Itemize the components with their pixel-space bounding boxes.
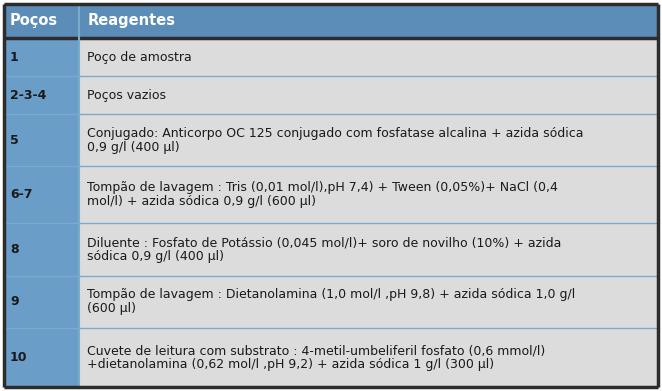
Text: Tompão de lavagem : Dietanolamina (1,0 mol/l ,pH 9,8) + azida sódica 1,0 g/l: Tompão de lavagem : Dietanolamina (1,0 m… [87, 289, 575, 301]
Bar [4, 114, 79, 167]
Text: Poços vazios: Poços vazios [87, 88, 166, 102]
Text: 9: 9 [10, 295, 19, 308]
Text: sódica 0,9 g/l (400 μl): sódica 0,9 g/l (400 μl) [87, 250, 224, 263]
Text: Conjugado: Anticorpo OC 125 conjugado com fosfatase alcalina + azida sódica: Conjugado: Anticorpo OC 125 conjugado co… [87, 127, 584, 140]
Text: 10: 10 [10, 351, 28, 364]
Text: Reagentes: Reagentes [87, 14, 175, 29]
Bar [79, 328, 658, 387]
Text: Poços: Poços [10, 14, 58, 29]
Text: Poço de amostra: Poço de amostra [87, 50, 192, 63]
Bar [4, 276, 79, 328]
Text: 2-3-4: 2-3-4 [10, 88, 46, 102]
Text: Diluente : Fosfato de Potássio (0,045 mol/l)+ soro de novilho (10%) + azida: Diluente : Fosfato de Potássio (0,045 mo… [87, 236, 561, 249]
Bar [4, 38, 79, 76]
Bar [79, 76, 658, 114]
Bar [79, 167, 658, 223]
Text: mol/l) + azida sódica 0,9 g/l (600 μl): mol/l) + azida sódica 0,9 g/l (600 μl) [87, 196, 316, 208]
Text: 1: 1 [10, 50, 19, 63]
Bar [4, 4, 658, 38]
Bar [79, 38, 658, 76]
Bar [4, 167, 79, 223]
Bar [4, 223, 79, 276]
Text: Cuvete de leitura com substrato : 4-metil-umbeliferil fosfato (0,6 mmol/l): Cuvete de leitura com substrato : 4-meti… [87, 344, 545, 357]
Text: +dietanolamina (0,62 mol/l ,pH 9,2) + azida sódica 1 g/l (300 μl): +dietanolamina (0,62 mol/l ,pH 9,2) + az… [87, 358, 495, 371]
Bar [79, 223, 658, 276]
Bar [79, 276, 658, 328]
Text: Tompão de lavagem : Tris (0,01 mol/l),pH 7,4) + Tween (0,05%)+ NaCl (0,4: Tompão de lavagem : Tris (0,01 mol/l),pH… [87, 181, 558, 194]
Text: 0,9 g/l (400 μl): 0,9 g/l (400 μl) [87, 141, 180, 154]
Text: 6-7: 6-7 [10, 188, 32, 201]
Text: (600 μl): (600 μl) [87, 302, 136, 316]
Bar [4, 76, 79, 114]
Text: 8: 8 [10, 243, 19, 256]
Bar [4, 328, 79, 387]
Bar [79, 114, 658, 167]
Text: 5: 5 [10, 134, 19, 147]
